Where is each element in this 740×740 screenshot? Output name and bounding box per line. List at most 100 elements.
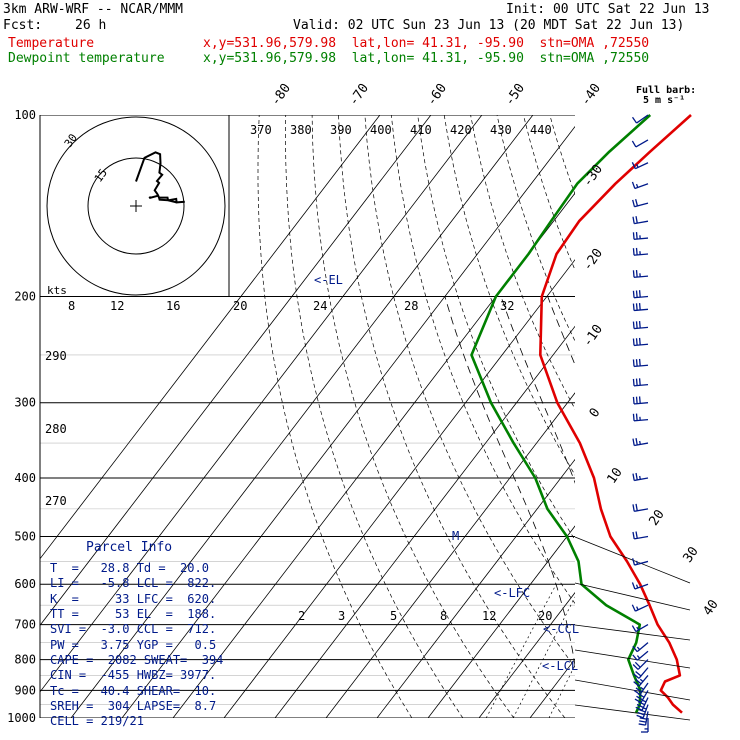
wind-barb-staff <box>640 690 649 703</box>
hodograph-ring-label: 15 <box>92 166 110 184</box>
wind-barb-staff <box>639 682 649 695</box>
wind-barb-flag <box>633 689 641 696</box>
wind-barb-staff <box>633 343 649 347</box>
wind-barb <box>631 582 649 590</box>
isotherm-label: -30 <box>580 162 606 190</box>
wind-barb-flag <box>634 661 641 668</box>
wind-barb-flag <box>633 681 640 687</box>
wind-barb-staff <box>634 220 649 225</box>
wind-barb-flag <box>632 232 635 240</box>
frame-edge <box>574 704 691 721</box>
isotherm-label: 20 <box>646 507 667 528</box>
wind-barb-half-flag <box>635 183 639 188</box>
wind-barb <box>632 232 649 240</box>
wind-barb-flag <box>635 216 638 224</box>
wind-barb-flag <box>631 625 637 632</box>
isotherm <box>40 115 381 560</box>
parcel-row: CIN = -455 HWBZ= 3977. <box>50 668 217 682</box>
dry-adiabat <box>629 115 740 718</box>
mixing-ratio-label: 12 <box>482 609 496 623</box>
moist-adiabat <box>667 297 696 719</box>
wind-barb <box>632 216 649 225</box>
wind-barb-flag <box>639 720 647 723</box>
wind-barb <box>634 690 649 704</box>
frame-edge <box>574 649 691 669</box>
dry-adiabat <box>708 115 740 718</box>
dry-adiabat <box>311 115 515 718</box>
wind-barb-flag <box>632 378 635 386</box>
wind-barb-staff <box>634 560 649 566</box>
wind-barb-flag <box>635 303 638 311</box>
wind-barb <box>641 718 649 733</box>
wind-barb <box>632 378 649 387</box>
wind-barb-staff <box>635 162 649 170</box>
wind-barb-staff <box>634 183 649 190</box>
level-annotation: <-EL <box>314 273 343 287</box>
dry-adiabat <box>656 115 740 718</box>
wind-barb-half-flag <box>635 584 639 589</box>
wind-barb <box>633 675 649 687</box>
wind-barb-staff <box>635 139 649 148</box>
wind-barb-flag <box>632 438 635 446</box>
wind-barb <box>632 290 649 299</box>
pressure-tick-label: 700 <box>14 618 36 632</box>
pressure-tick-label: 1000 <box>7 711 36 725</box>
wind-barb-flag <box>635 247 638 255</box>
wind-barb-half-flag <box>636 626 640 631</box>
moist-adiabat <box>444 296 575 668</box>
wind-barb-flag <box>632 531 635 540</box>
wind-barb-flag <box>638 396 641 404</box>
wind-barb-flag <box>631 140 637 148</box>
forecast-hour: 26 h <box>75 18 107 33</box>
theta-label: 370 <box>250 123 272 137</box>
dry-adiabat <box>496 115 575 342</box>
wind-barb-flag <box>639 717 647 720</box>
wind-barb-flag <box>632 473 635 481</box>
wind-barb-flag <box>635 678 642 685</box>
wind-barb-flag <box>635 706 643 711</box>
wind-barb <box>632 270 649 278</box>
wind-barb-half-flag <box>636 646 641 651</box>
temperature-location: x,y=531.96,579.98 lat,lon= 41.31, -95.90… <box>203 36 650 51</box>
wind-barb-half-flag <box>636 163 639 168</box>
wind-barb-staff <box>638 675 649 687</box>
wind-barb-half-flag <box>635 560 639 565</box>
wind-barb <box>632 358 649 368</box>
isotherm <box>478 592 575 718</box>
wind-barb <box>632 659 649 670</box>
theta-label: 440 <box>530 123 552 137</box>
mixing-ratio-label: 20 <box>538 609 552 623</box>
wind-barb <box>631 624 649 633</box>
wind-barb-flag <box>635 321 638 329</box>
wind-barb-staff <box>633 275 649 278</box>
frame-edge <box>574 582 691 611</box>
wind-barb <box>633 667 649 679</box>
isotherm <box>223 259 575 718</box>
wind-barb-flag <box>631 582 636 590</box>
wind-barb-flag <box>635 290 638 298</box>
isotherm <box>427 525 575 718</box>
wind-barb-flag <box>631 604 636 612</box>
wind-barb-flag <box>638 358 641 366</box>
wind-barb-flag <box>632 558 636 566</box>
theta-label: 280 <box>45 422 67 436</box>
wind-barb-flag <box>632 248 635 256</box>
pressure-tick-label: 100 <box>14 108 36 122</box>
wind-barb-flag <box>636 695 643 701</box>
isotherm-label: 0 <box>587 405 604 420</box>
wind-barb-flag <box>635 472 638 481</box>
parcel-row: TT = 53 EL = 188. <box>50 607 217 621</box>
wind-barb-staff <box>634 202 649 208</box>
isotherm <box>121 125 575 718</box>
wind-barb <box>632 247 649 256</box>
hodograph-trace <box>135 151 185 204</box>
wind-barb-staff <box>636 642 649 653</box>
wind-barb <box>632 642 649 653</box>
wind-barb <box>632 437 649 447</box>
isotherm-label: -40 <box>578 81 604 109</box>
wind-barb-staff <box>633 308 649 312</box>
wind-barb-flag <box>635 670 642 677</box>
wind-barb-flag <box>638 723 646 726</box>
theta-label: 390 <box>330 123 352 137</box>
